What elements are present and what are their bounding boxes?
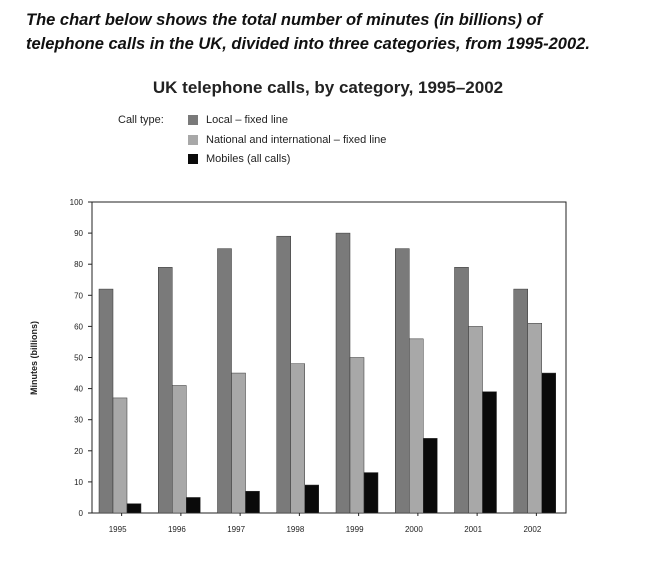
intro-line-1: The chart below shows the total number o… <box>26 11 543 29</box>
y-tick-label: 60 <box>74 322 83 331</box>
bar-national <box>290 363 305 514</box>
x-tick-label: 1996 <box>168 525 186 534</box>
x-tick-label: 2002 <box>523 525 541 534</box>
y-tick-label: 40 <box>74 385 83 394</box>
legend-label-local: Local – fixed line <box>206 114 288 126</box>
legend-label-national: National and international – fixed line <box>206 134 387 146</box>
bar-local <box>217 248 232 514</box>
x-tick-label: 1998 <box>286 525 304 534</box>
y-tick-label: 0 <box>79 509 84 518</box>
bar-national <box>468 326 483 514</box>
x-tick-label: 2000 <box>405 525 423 534</box>
bar-mobiles <box>363 472 379 514</box>
bar-mobiles <box>186 497 201 514</box>
bar-mobiles <box>245 490 260 514</box>
y-tick-label: 30 <box>74 416 83 425</box>
bar-national <box>231 372 246 514</box>
legend-swatch-mobiles <box>188 154 198 164</box>
y-tick-label: 100 <box>70 198 84 207</box>
legend-swatch-national <box>188 135 198 145</box>
bar-local <box>335 232 351 514</box>
bar-local <box>513 288 528 514</box>
y-tick-label: 90 <box>74 229 83 238</box>
x-tick-label: 1999 <box>346 525 364 534</box>
chart-title: UK telephone calls, by category, 1995–20… <box>152 78 504 97</box>
legend-item-mobiles: Mobiles (all calls) <box>188 153 290 165</box>
y-tick-label: 80 <box>74 260 83 269</box>
bar-local <box>158 267 173 514</box>
bar-national <box>349 357 365 514</box>
bar-mobiles <box>126 503 142 514</box>
bar-local <box>454 267 469 514</box>
legend-item-national: National and international – fixed line <box>188 134 386 146</box>
legend-label-mobiles: Mobiles (all calls) <box>206 153 291 165</box>
y-tick-label: 70 <box>74 291 83 300</box>
legend-item-local: Local – fixed line <box>188 114 288 126</box>
bar-mobiles <box>304 484 319 514</box>
x-tick-label: 2001 <box>464 525 482 534</box>
bar-national <box>112 397 128 514</box>
intro-text: The chart below shows the total number o… <box>26 8 626 56</box>
bar-national <box>172 385 187 514</box>
bar-local <box>395 248 410 514</box>
bar-mobiles <box>423 438 438 514</box>
bar-local <box>98 288 114 514</box>
y-tick-label: 50 <box>74 354 83 363</box>
y-tick-label: 20 <box>74 447 83 456</box>
bar-local <box>276 235 291 514</box>
bar-national <box>527 323 542 514</box>
bar-mobiles <box>482 391 497 514</box>
intro-line-2: telephone calls in the UK, divided into … <box>26 35 590 53</box>
x-tick-label: 1997 <box>227 525 245 534</box>
x-tick-label: 1995 <box>109 525 127 534</box>
bar-national <box>409 338 424 514</box>
bar-mobiles <box>541 372 556 514</box>
legend-title: Call type: <box>118 114 164 126</box>
y-tick-label: 10 <box>74 478 83 487</box>
legend-swatch-local <box>188 115 198 125</box>
